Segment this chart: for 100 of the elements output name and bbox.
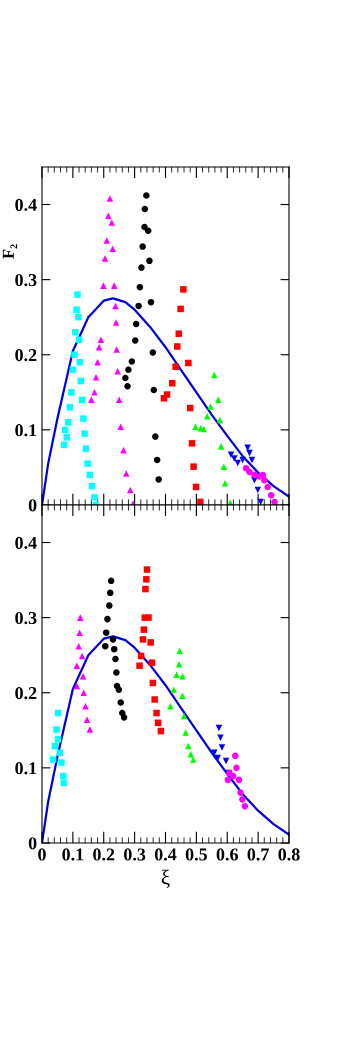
y-tick-label: 0.1 <box>15 762 37 775</box>
x-tick-label: 0.4 <box>154 848 177 861</box>
y-tick-label: 0 <box>28 499 37 512</box>
point <box>150 386 158 394</box>
point <box>102 629 110 636</box>
point <box>76 629 83 636</box>
point <box>185 742 192 750</box>
point <box>74 291 81 298</box>
point <box>147 639 154 646</box>
point <box>63 434 70 441</box>
point <box>105 212 112 220</box>
x-tick-label: 0.5 <box>185 848 207 861</box>
point <box>75 313 82 321</box>
y-axis-title: F₂ <box>2 244 18 259</box>
point <box>218 744 226 751</box>
point <box>114 368 121 375</box>
y-tick-label: 0.1 <box>15 424 37 437</box>
point <box>53 726 60 733</box>
x-axis-title: ξ <box>161 869 170 888</box>
point <box>141 205 149 213</box>
y-tick-label: 0 <box>28 837 37 850</box>
point <box>152 433 159 440</box>
point <box>153 456 161 464</box>
point <box>101 255 109 262</box>
point <box>112 655 119 663</box>
point <box>144 227 152 235</box>
point <box>160 395 168 402</box>
point <box>124 383 131 390</box>
point <box>106 589 114 597</box>
point <box>86 726 94 733</box>
point <box>151 696 158 703</box>
point <box>211 371 218 379</box>
point <box>117 423 124 431</box>
point <box>91 494 98 501</box>
point <box>146 257 153 265</box>
point <box>117 699 124 706</box>
point <box>135 302 142 310</box>
point <box>115 396 123 404</box>
point <box>179 692 186 699</box>
point <box>140 626 148 633</box>
point <box>187 751 195 758</box>
point <box>169 380 176 387</box>
point <box>128 358 136 365</box>
point <box>177 305 184 313</box>
x-tick-label: 0.7 <box>247 848 269 861</box>
y-tick-label: 0.3 <box>15 273 37 287</box>
point <box>224 776 232 784</box>
point <box>81 430 88 437</box>
point <box>155 476 162 483</box>
point <box>75 336 83 343</box>
point <box>232 752 239 760</box>
point <box>175 330 183 337</box>
point <box>173 343 181 350</box>
point <box>115 686 123 693</box>
point <box>120 714 128 721</box>
point <box>217 443 225 450</box>
point <box>54 736 62 743</box>
point <box>138 264 145 271</box>
point <box>80 415 87 422</box>
point <box>108 219 116 226</box>
point <box>83 716 91 724</box>
point <box>192 423 199 431</box>
point <box>88 396 95 404</box>
point <box>149 349 157 356</box>
point <box>110 645 118 653</box>
point <box>94 358 101 366</box>
point <box>68 389 75 396</box>
point <box>167 703 174 710</box>
point <box>227 451 235 458</box>
point <box>254 486 262 494</box>
point <box>259 471 267 479</box>
point <box>112 319 120 326</box>
point <box>234 459 241 467</box>
y-tick-label: 0.4 <box>15 536 37 550</box>
x-tick-label: 0.8 <box>278 848 300 861</box>
point <box>139 636 147 643</box>
point <box>49 756 57 763</box>
point <box>78 652 86 660</box>
point <box>122 374 129 382</box>
point <box>127 486 134 494</box>
point <box>77 614 84 621</box>
point <box>246 468 253 476</box>
point <box>125 366 132 374</box>
x-tick-label: 0 <box>38 848 46 861</box>
point <box>153 709 160 717</box>
point <box>73 662 81 669</box>
point <box>143 576 150 583</box>
point <box>172 363 179 371</box>
point <box>113 669 120 676</box>
point <box>64 419 72 426</box>
point <box>102 642 109 650</box>
point <box>139 243 146 250</box>
point <box>231 455 238 462</box>
y-tick-label: 0.2 <box>15 348 37 362</box>
point <box>107 577 115 585</box>
point <box>80 689 87 696</box>
point <box>235 776 243 784</box>
point <box>82 445 90 452</box>
point <box>104 615 111 623</box>
point <box>220 463 228 470</box>
